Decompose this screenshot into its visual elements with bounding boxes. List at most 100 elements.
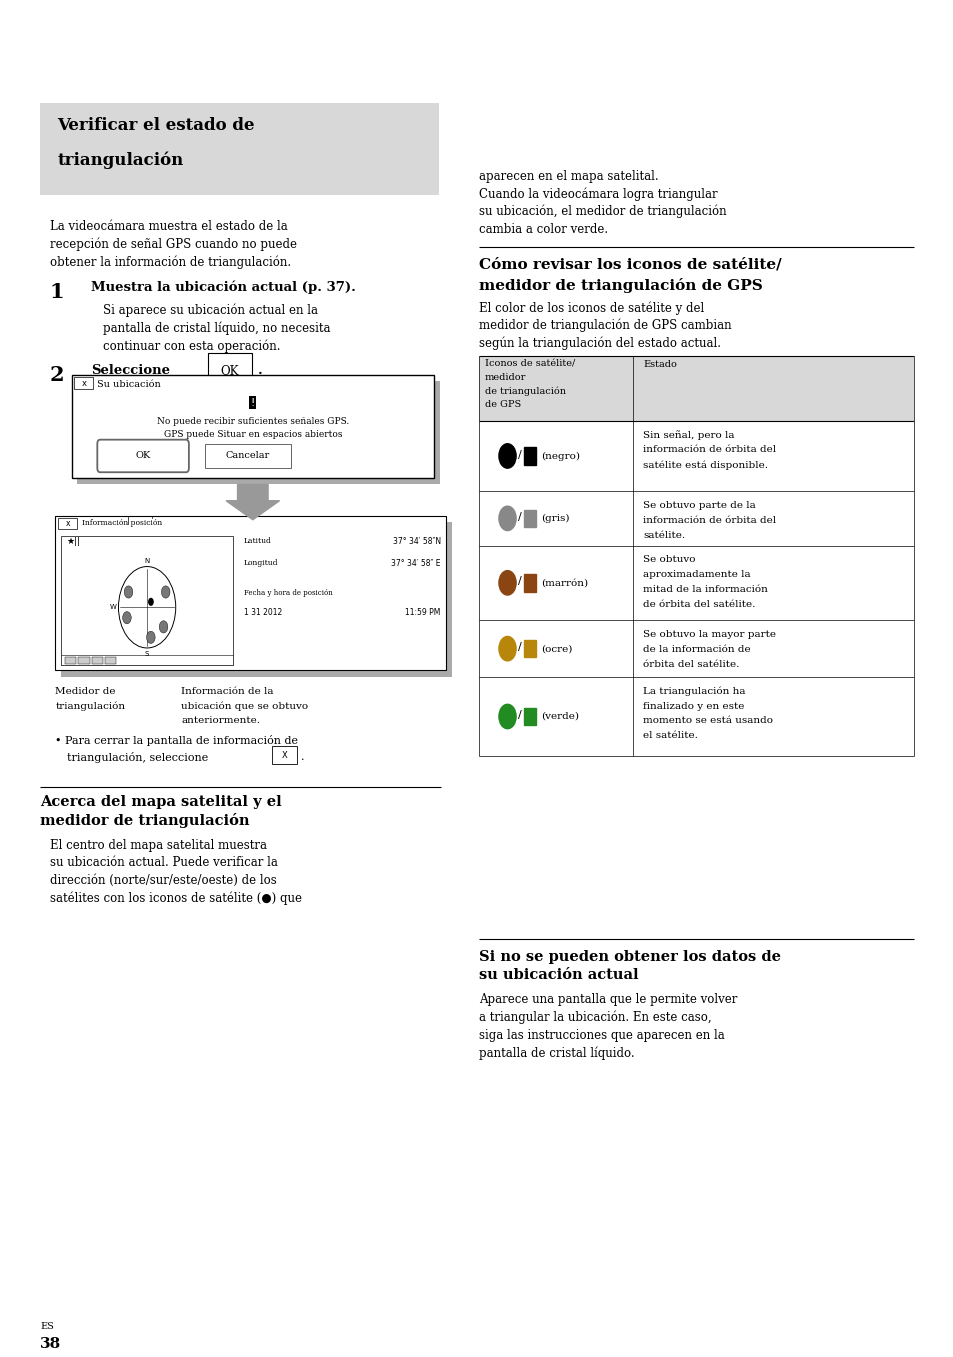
Text: Acerca del mapa satelital y el: Acerca del mapa satelital y el (40, 795, 281, 809)
Text: medidor de triangulación de GPS cambian: medidor de triangulación de GPS cambian (478, 319, 731, 332)
Text: (verde): (verde) (540, 712, 578, 721)
Bar (208, 353, 252, 377)
Text: satélite.: satélite. (642, 531, 684, 540)
Text: triangulación: triangulación (55, 702, 126, 711)
Text: La triangulación ha: La triangulación ha (642, 687, 744, 696)
Text: Fecha y hora de posición: Fecha y hora de posición (243, 589, 332, 597)
Text: Se obtuvo: Se obtuvo (642, 555, 695, 565)
Text: .: . (257, 364, 262, 377)
Text: afuera. ¿Situar?: afuera. ¿Situar? (216, 444, 289, 453)
Text: triangulación, seleccione: triangulación, seleccione (67, 752, 208, 763)
Bar (65, 657, 76, 664)
Text: información de órbita del: información de órbita del (642, 445, 776, 455)
Bar (55, 516, 446, 670)
Text: La videocámara muestra el estado de la: La videocámara muestra el estado de la (50, 220, 287, 233)
Text: x: x (81, 379, 87, 388)
Text: (negro): (negro) (540, 452, 579, 460)
Bar (91, 657, 103, 664)
Text: Su ubicación: Su ubicación (97, 380, 161, 388)
Circle shape (147, 631, 155, 643)
Text: Iconos de satélite: Iconos de satélite (255, 518, 355, 528)
Circle shape (148, 597, 153, 605)
Text: recepción de señal GPS cuando no puede: recepción de señal GPS cuando no puede (50, 237, 296, 251)
Bar (523, 574, 536, 592)
Bar (523, 641, 536, 658)
Text: N: N (144, 558, 150, 565)
Text: W: W (110, 604, 116, 611)
Text: anteriormente.: anteriormente. (181, 716, 260, 726)
Text: medidor: medidor (484, 373, 525, 383)
Text: .: . (300, 752, 304, 761)
Bar (61, 522, 452, 677)
Text: órbita del satélite.: órbita del satélite. (642, 660, 739, 669)
Text: su ubicación actual: su ubicación actual (478, 968, 638, 981)
Text: su ubicación actual. Puede verificar la: su ubicación actual. Puede verificar la (50, 856, 277, 870)
Text: Estado: Estado (642, 360, 677, 369)
Text: Verificar el estado de: Verificar el estado de (57, 117, 254, 134)
Text: (gris): (gris) (540, 514, 569, 522)
Circle shape (159, 620, 168, 632)
Text: momento se está usando: momento se está usando (642, 716, 772, 726)
Text: dirección (norte/sur/este/oeste) de los: dirección (norte/sur/este/oeste) de los (50, 874, 276, 887)
Bar (71, 375, 434, 478)
Text: ubicación que se obtuvo: ubicación que se obtuvo (181, 702, 308, 711)
Text: (ocre): (ocre) (540, 645, 572, 653)
Text: x: x (66, 520, 70, 528)
Text: cambia a color verde.: cambia a color verde. (478, 223, 607, 236)
Text: ★||: ★|| (67, 537, 81, 547)
Text: ES: ES (40, 1322, 54, 1331)
Text: Cancelar: Cancelar (226, 452, 270, 460)
Text: pantalla de cristal líquido, no necesita: pantalla de cristal líquido, no necesita (103, 322, 330, 335)
Text: de triangulación: de triangulación (484, 387, 565, 396)
Text: aproximadamente la: aproximadamente la (642, 570, 750, 579)
Text: 1: 1 (50, 282, 64, 303)
Text: GPS puede Situar en espacios abiertos: GPS puede Situar en espacios abiertos (163, 430, 342, 440)
Bar (478, 356, 913, 421)
Text: el satélite.: el satélite. (642, 731, 698, 741)
Text: satélite está disponible.: satélite está disponible. (642, 460, 767, 470)
Bar (205, 444, 291, 468)
Bar (272, 746, 296, 764)
Text: Aparece una pantalla que le permite volver: Aparece una pantalla que le permite volv… (478, 993, 737, 1007)
Text: a triangular la ubicación. En este caso,: a triangular la ubicación. En este caso, (478, 1011, 711, 1025)
Text: Muestra la ubicación actual (p. 37).: Muestra la ubicación actual (p. 37). (91, 281, 355, 294)
Text: información de órbita del: información de órbita del (642, 516, 776, 525)
Text: !: ! (251, 398, 254, 407)
Text: (marrón): (marrón) (540, 578, 587, 588)
Text: /: / (517, 512, 521, 522)
Text: pantalla de cristal líquido.: pantalla de cristal líquido. (478, 1046, 634, 1060)
Text: mitad de la información: mitad de la información (642, 585, 767, 594)
Text: Seleccione: Seleccione (91, 364, 170, 377)
Text: Iconos de satélite/: Iconos de satélite/ (484, 360, 575, 369)
Text: medidor de triangulación de GPS: medidor de triangulación de GPS (478, 278, 761, 293)
Text: Se obtuvo la mayor parte: Se obtuvo la mayor parte (642, 630, 775, 639)
Text: aparecen en el mapa satelital.: aparecen en el mapa satelital. (478, 170, 658, 183)
Bar (77, 381, 439, 484)
Text: Medidor de: Medidor de (55, 687, 115, 696)
Text: Se obtuvo parte de la: Se obtuvo parte de la (642, 501, 755, 510)
Text: X: X (281, 750, 287, 760)
Text: OK: OK (135, 452, 151, 460)
Text: siga las instrucciones que aparecen en la: siga las instrucciones que aparecen en l… (478, 1029, 724, 1042)
Polygon shape (226, 484, 279, 520)
Circle shape (498, 444, 516, 468)
FancyBboxPatch shape (97, 440, 189, 472)
Circle shape (124, 586, 132, 598)
Text: continuar con esta operación.: continuar con esta operación. (103, 339, 280, 353)
Text: medidor de triangulación: medidor de triangulación (40, 813, 250, 828)
Text: 11:59 PM: 11:59 PM (405, 608, 440, 617)
Bar (40, 103, 438, 195)
Text: Información posición: Información posición (82, 520, 162, 527)
Bar (78, 657, 90, 664)
Text: Si no se pueden obtener los datos de: Si no se pueden obtener los datos de (478, 950, 781, 963)
Text: su ubicación, el medidor de triangulación: su ubicación, el medidor de triangulació… (478, 205, 726, 218)
Text: OK: OK (220, 365, 239, 379)
Text: de órbita del satélite.: de órbita del satélite. (642, 600, 755, 609)
Text: 2: 2 (50, 365, 64, 385)
Text: Latitud: Latitud (243, 537, 272, 546)
Text: de la información de: de la información de (642, 645, 750, 654)
Circle shape (498, 506, 516, 531)
Bar (61, 655, 233, 665)
Text: Mapa satelital: Mapa satelital (62, 524, 142, 533)
Text: 1 31 2012: 1 31 2012 (243, 608, 281, 617)
